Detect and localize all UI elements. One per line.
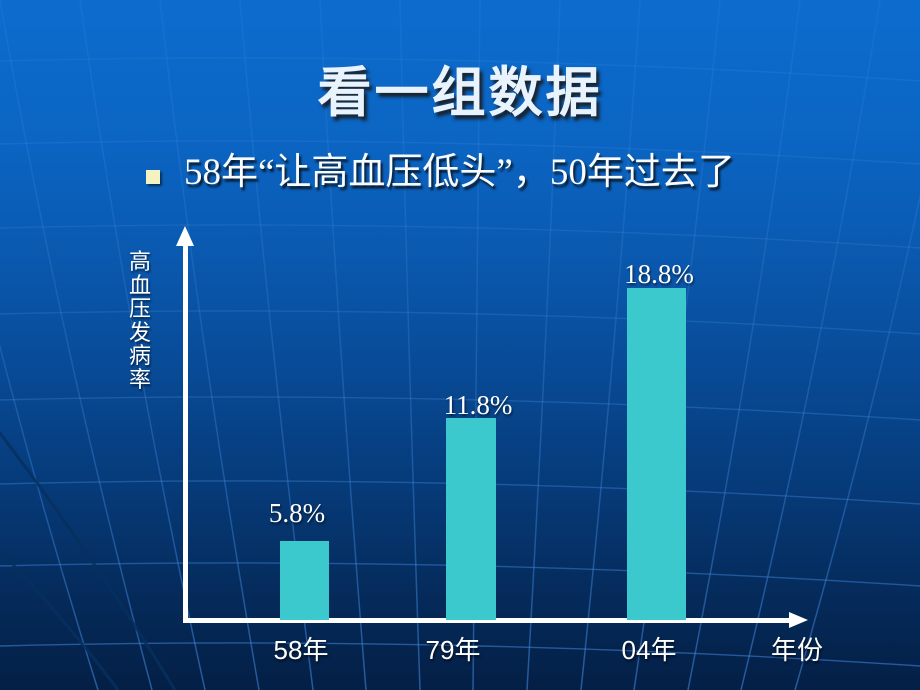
x-axis-arrow-icon (789, 612, 808, 628)
bar-value-label: 5.8% (268, 498, 326, 528)
chart-bar-04年 (627, 288, 686, 620)
bullet-item: 58年“让高血压低头”，50年过去了 (146, 148, 735, 198)
x-axis-line (183, 618, 790, 623)
chart-bar-79年 (446, 418, 496, 620)
grid-dark-accent-lines (0, 430, 177, 690)
chart-bar-58年 (280, 541, 329, 620)
y-axis-line (183, 240, 188, 623)
y-axis-title: 高血压发病率 (128, 249, 151, 392)
bullet-square-icon (146, 170, 160, 184)
bar-value-label: 18.8% (624, 259, 694, 289)
x-axis-title: 年份 (770, 635, 824, 665)
x-tick-label: 79年 (425, 635, 481, 665)
bullet-text: 58年“让高血压低头”，50年过去了 (184, 152, 735, 193)
bar-value-label: 11.8% (443, 390, 513, 420)
slide-title: 看一组数据 (317, 63, 603, 123)
x-tick-label: 04年 (621, 635, 677, 665)
y-axis-arrow-icon (176, 226, 194, 246)
grid-parallels (0, 57, 920, 667)
x-tick-label: 58年 (273, 635, 329, 665)
